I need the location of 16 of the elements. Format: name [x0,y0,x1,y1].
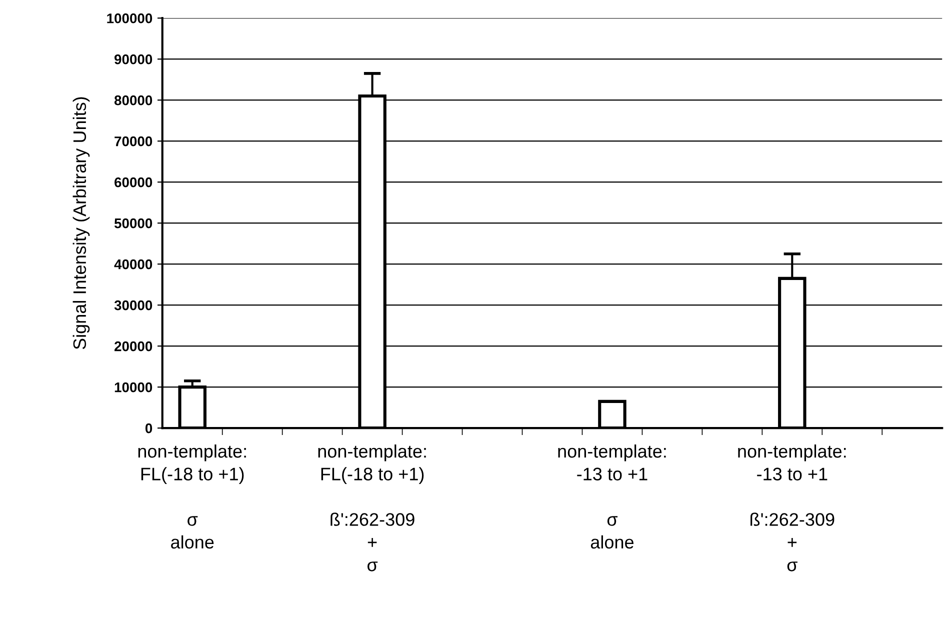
y-tick-label: 90000 [114,54,152,64]
category-label: non-template: FL(-18 to +1) ß':262-309 + σ [318,444,426,572]
y-tick-label: 50000 [114,218,152,228]
category-label: non-template: -13 to +1 σ alone [558,444,666,549]
y-tick-label: 30000 [114,300,152,310]
y-tick-label: 60000 [114,177,152,188]
category-label: non-template: FL(-18 to +1) σ alone [138,444,246,549]
y-tick-label: 100000 [107,13,152,24]
category-label: non-template: -13 to +1 ß':262-309 + σ [738,444,846,572]
y-axis-title: Signal Intensity (Arbitrary Units) [72,97,90,350]
y-tick-label: 20000 [114,341,152,352]
y-tick-label: 70000 [114,136,152,146]
y-tick-label: 10000 [114,382,152,392]
y-tick-label: 0 [145,423,152,434]
y-tick-label: 40000 [114,259,152,270]
y-tick-label: 80000 [114,95,152,106]
